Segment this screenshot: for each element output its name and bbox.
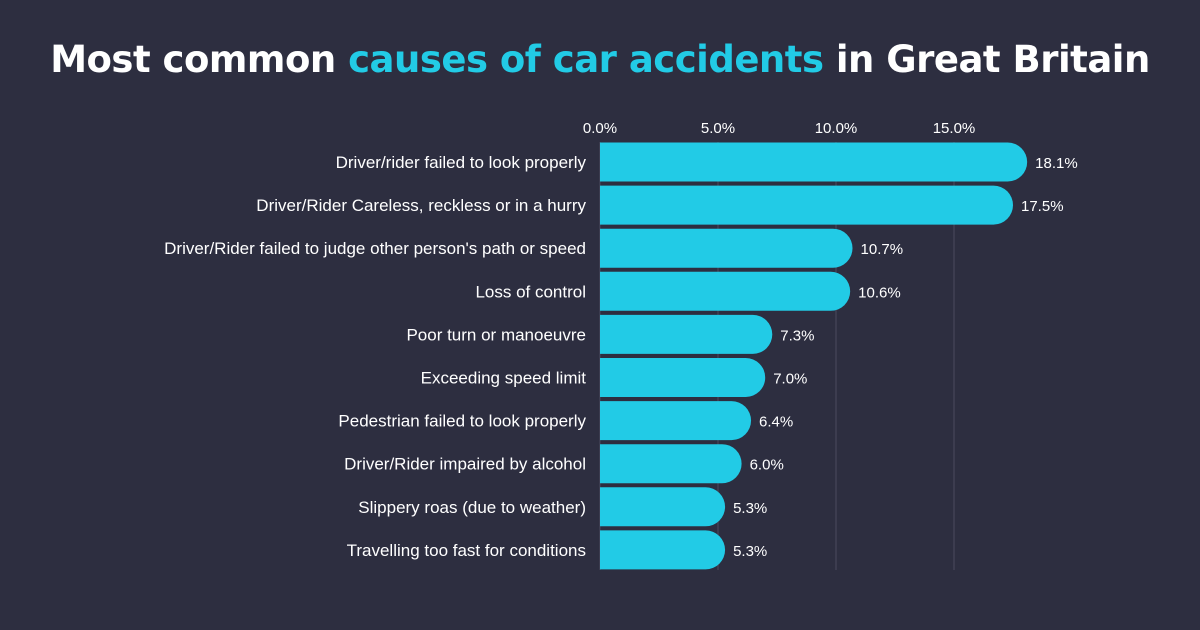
bar (600, 142, 1028, 182)
bar (600, 358, 766, 397)
bar (600, 487, 726, 527)
x-tick-label: 0.0% (583, 120, 617, 137)
category-label: Pedestrian failed to look properly (338, 412, 586, 431)
category-label: Slippery roas (due to weather) (358, 498, 586, 517)
value-label: 10.6% (858, 284, 901, 301)
bar (600, 314, 773, 354)
x-tick-label: 15.0% (933, 120, 976, 137)
bar (600, 271, 851, 311)
value-label: 18.1% (1035, 155, 1078, 172)
title-accent: causes of car accidents (348, 38, 824, 81)
value-label: 17.5% (1021, 198, 1064, 215)
bar (600, 444, 742, 484)
value-label: 5.3% (733, 543, 767, 560)
category-label: Driver/Rider failed to judge other perso… (164, 239, 586, 258)
x-axis-ticks: 0.0% 5.0% 10.0% 15.0% (583, 120, 975, 137)
title-part1: Most common (50, 38, 349, 81)
value-label: 10.7% (861, 241, 904, 258)
category-label: Travelling too fast for conditions (347, 541, 586, 560)
category-label: Driver/Rider Careless, reckless or in a … (256, 196, 586, 215)
title-part2: in Great Britain (823, 38, 1150, 81)
bar (600, 530, 726, 570)
category-label: Driver/rider failed to look properly (336, 153, 587, 172)
bar (600, 401, 752, 441)
bar (600, 185, 1013, 225)
category-label: Poor turn or manoeuvre (406, 325, 586, 344)
x-tick-label: 5.0% (701, 120, 735, 137)
chart-title: Most common causes of car accidents in G… (0, 38, 1200, 81)
value-label: 6.0% (750, 457, 784, 474)
x-tick-label: 10.0% (815, 120, 858, 137)
bars (600, 142, 1028, 570)
category-label: Driver/Rider impaired by alcohol (344, 455, 586, 474)
category-label: Loss of control (475, 282, 586, 301)
value-labels: 18.1% 17.5% 10.7% 10.6% 7.3% 7.0% 6.4% 6.0% 5.3%… (733, 155, 1078, 560)
value-label: 6.4% (759, 414, 793, 431)
category-label: Exceeding speed limit (421, 369, 587, 388)
value-label: 5.3% (733, 500, 767, 517)
category-labels: Driver/rider failed to look properly Driv… (164, 153, 586, 560)
bar (600, 228, 853, 268)
value-label: 7.0% (773, 371, 807, 388)
value-label: 7.3% (780, 327, 814, 344)
